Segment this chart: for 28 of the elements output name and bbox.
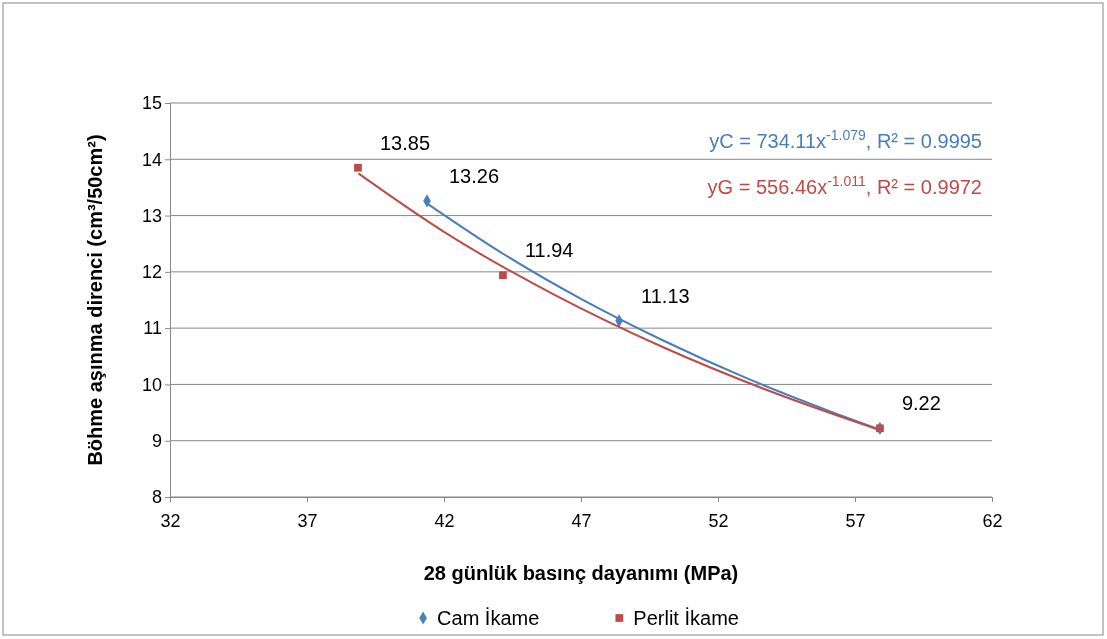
x-tick-label: 32 [160, 510, 181, 531]
point [499, 271, 507, 280]
x-tick-label: 57 [845, 510, 866, 531]
data-label: 11.94 [524, 239, 574, 262]
x-tick-label: 37 [297, 510, 318, 531]
point [354, 163, 362, 172]
x-tick-label: 47 [571, 510, 592, 531]
y-tick-label: 14 [141, 149, 162, 170]
x-tick-label: 62 [982, 510, 1003, 531]
x-tick-label: 42 [434, 510, 455, 531]
annotation: yC = 734.11x$^{-1.079}$, R² = 0.9995 [709, 127, 982, 152]
y-tick-label: 11 [143, 318, 162, 339]
legend-label: Perlit İkame [633, 607, 739, 629]
y-tick-label: 9 [151, 430, 162, 451]
y-tick-label: 13 [141, 205, 162, 226]
data-label: 13.85 [379, 131, 431, 154]
x-axis-title: 28 günlük basınç dayanımı (MPa) [423, 562, 739, 584]
data-label: 11.13 [641, 284, 690, 307]
annotation: yG = 556.46x$^{-1.011}$, R² = 0.9972 [707, 173, 982, 198]
data-label: 9.22 [901, 392, 941, 415]
y-tick-label: 10 [141, 374, 162, 395]
legend-label: Cam İkame [437, 607, 540, 629]
data-label: 13.26 [449, 164, 500, 187]
y-tick-label: 12 [141, 262, 162, 283]
y-tick-label: 15 [141, 93, 162, 114]
x-tick-label: 52 [708, 510, 729, 531]
y-tick-label: 8 [151, 487, 162, 508]
y-axis-title: Böhme aşınma direnci (cm³/50cm²) [84, 134, 106, 466]
